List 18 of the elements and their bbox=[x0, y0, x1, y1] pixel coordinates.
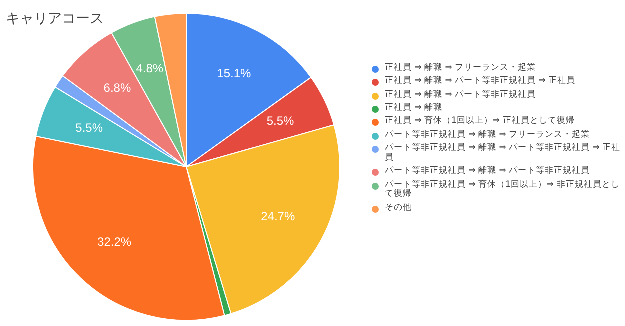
data-label: 6.8% bbox=[104, 81, 132, 96]
data-label: 4.8% bbox=[136, 62, 164, 76]
legend-label: パート等非正規社員 ⇒ 離職 ⇒ フリーランス・起業 bbox=[385, 130, 590, 141]
legend-label: パート等非正規社員 ⇒ 離職 ⇒ パート等非正規社員 ⇒ 正社員 bbox=[385, 143, 622, 164]
data-label: 32.2% bbox=[98, 234, 132, 249]
legend-label: 正社員 ⇒ 離職 ⇒ パート等非正規社員 bbox=[385, 90, 536, 100]
legend-label: 正社員 ⇒ 離職 bbox=[385, 103, 443, 114]
data-label: 24.7% bbox=[261, 209, 296, 224]
data-label: 5.5% bbox=[266, 114, 295, 128]
legend-label: パート等非正規社員 ⇒ 離職 ⇒ パート等非正規社員 bbox=[385, 166, 590, 178]
chart-title: キャリアコース bbox=[6, 10, 104, 28]
legend-label: 正社員 ⇒ 離職 ⇒ パート等非正規社員 ⇒ 正社員 bbox=[385, 76, 576, 88]
data-label: 15.1% bbox=[217, 66, 252, 80]
legend-label: 正社員 ⇒ 育休（1回以上）⇒ 正社員として復帰 bbox=[385, 116, 575, 128]
legend-label: 正社員 ⇒ 離職 ⇒ フリーランス・起業 bbox=[385, 63, 536, 74]
legend-label: パート等非正規社員 ⇒ 育休（1回以上）⇒ 非正規社員として復帰 bbox=[385, 180, 621, 200]
data-label: 5.5% bbox=[76, 121, 104, 136]
legend-label: その他 bbox=[385, 202, 412, 214]
